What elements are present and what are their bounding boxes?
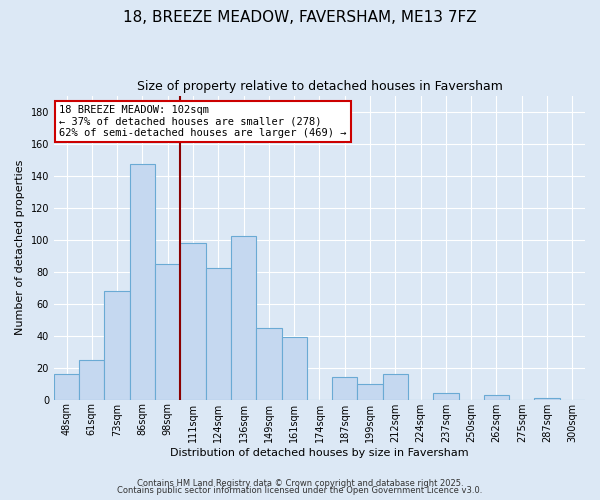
Y-axis label: Number of detached properties: Number of detached properties — [15, 160, 25, 336]
Bar — [281, 337, 307, 400]
Bar — [332, 378, 358, 400]
Text: 18, BREEZE MEADOW, FAVERSHAM, ME13 7FZ: 18, BREEZE MEADOW, FAVERSHAM, ME13 7FZ — [123, 10, 477, 25]
Bar — [256, 328, 281, 400]
Bar — [484, 395, 509, 400]
Bar — [358, 384, 383, 400]
Bar — [535, 398, 560, 400]
Bar — [54, 374, 79, 400]
X-axis label: Distribution of detached houses by size in Faversham: Distribution of detached houses by size … — [170, 448, 469, 458]
Text: Contains HM Land Registry data © Crown copyright and database right 2025.: Contains HM Land Registry data © Crown c… — [137, 478, 463, 488]
Bar — [130, 164, 155, 400]
Title: Size of property relative to detached houses in Faversham: Size of property relative to detached ho… — [137, 80, 502, 93]
Bar — [181, 243, 206, 400]
Bar — [155, 264, 181, 400]
Bar — [104, 291, 130, 400]
Text: 18 BREEZE MEADOW: 102sqm
← 37% of detached houses are smaller (278)
62% of semi-: 18 BREEZE MEADOW: 102sqm ← 37% of detach… — [59, 104, 347, 138]
Bar — [433, 394, 458, 400]
Bar — [79, 360, 104, 400]
Bar — [231, 236, 256, 400]
Bar — [383, 374, 408, 400]
Text: Contains public sector information licensed under the Open Government Licence v3: Contains public sector information licen… — [118, 486, 482, 495]
Bar — [206, 268, 231, 400]
